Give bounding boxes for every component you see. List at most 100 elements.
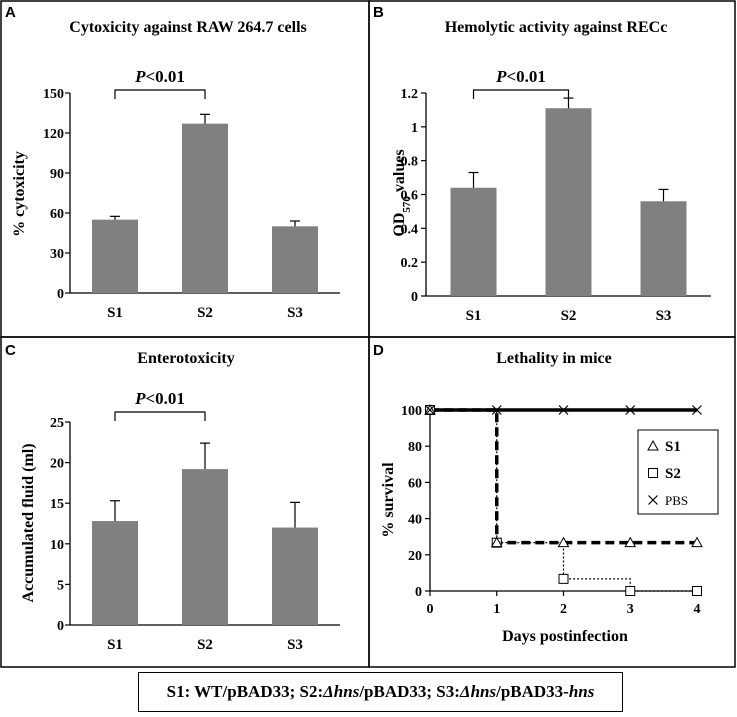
panel-b-ytick-label: 1 bbox=[411, 121, 418, 136]
panel-c-significance-bracket bbox=[114, 411, 206, 421]
panel-a-category-label: S1 bbox=[107, 305, 123, 321]
panel-b-significance-value: <0.01 bbox=[506, 67, 545, 86]
panel-d-title: Lethality in mice bbox=[496, 350, 612, 367]
panel-b-category-label: S3 bbox=[656, 308, 672, 324]
panel-c-ylabel: Accumulated fluid (ml) bbox=[20, 443, 37, 602]
panel-b-bar-s1 bbox=[450, 187, 497, 296]
panel-d-legend-marker-s1 bbox=[647, 439, 659, 451]
panel-a-ytick-label: 150 bbox=[43, 87, 64, 102]
panel-b-ytick-label: 1.2 bbox=[401, 87, 419, 102]
panel-b-ylabel-sub: 570 bbox=[401, 196, 413, 213]
panel-b-ylabel: OD570 values bbox=[391, 149, 413, 236]
panel-b-bar-s2 bbox=[545, 108, 592, 296]
panel-a-ytick-label: 90 bbox=[50, 167, 64, 182]
panel-c-ytick-label: 15 bbox=[50, 497, 64, 512]
panel-d-legend-label-s1: S1 bbox=[665, 439, 681, 455]
panel-a-significance-bracket bbox=[114, 89, 206, 99]
panel-d-line-s1 bbox=[430, 408, 697, 545]
panel-d-xtick-label: 4 bbox=[694, 602, 701, 617]
panel-b-ytick-label: 0.2 bbox=[401, 256, 419, 271]
panel-d-point-s1 bbox=[557, 536, 570, 548]
panel-c-ytick-label: 0 bbox=[57, 619, 64, 634]
panel-b-ytick-label: 0.6 bbox=[401, 189, 419, 204]
panel-a-bars: S1 S2 S3 bbox=[92, 113, 318, 321]
panel-letter-d: D bbox=[373, 342, 384, 359]
panel-b-ytick-label: 0 bbox=[411, 290, 418, 305]
panel-b-significance-bracket bbox=[472, 89, 570, 99]
panel-d-xtick-label: 3 bbox=[627, 602, 634, 617]
panel-d-point-s1 bbox=[490, 536, 503, 548]
panel-d-legend-label-s2: S2 bbox=[665, 466, 681, 482]
panel-c-significance-value: <0.01 bbox=[145, 389, 184, 408]
panel-d-ytick-label: 80 bbox=[408, 440, 422, 455]
panel-b-significance-label: P<0.01 bbox=[495, 67, 546, 86]
panel-c-ytick-label: 20 bbox=[50, 457, 64, 472]
panel-d-point-s2 bbox=[692, 586, 702, 596]
panel-a-significance-label: P<0.01 bbox=[134, 67, 185, 86]
caption-delta-1: Δhns bbox=[323, 682, 360, 701]
caption-part-1: S1: WT/pBAD33; S2: bbox=[166, 682, 324, 701]
panel-a-significance-p: P bbox=[134, 67, 146, 86]
panel-b-chart: Hemolytic activity against RECc OD570 va… bbox=[391, 19, 711, 324]
panel-d-point-pbs bbox=[491, 405, 502, 415]
panel-c-category-label: S2 bbox=[197, 637, 213, 653]
panel-b-ytick-label: 0.8 bbox=[401, 155, 419, 170]
panel-c-category-label: S1 bbox=[107, 637, 123, 653]
caption-delta-2: Δhns bbox=[459, 682, 497, 701]
panel-d-point-s2 bbox=[625, 586, 636, 596]
panel-c-ytick-label: 10 bbox=[50, 538, 64, 553]
panel-a-axes: 0 30 60 90 120 150 bbox=[43, 87, 340, 302]
panel-d-ytick-label: 100 bbox=[401, 404, 422, 419]
panel-a-ylabel: % cytoxicity bbox=[11, 151, 28, 237]
panel-d-legend-label-pbs: PBS bbox=[665, 493, 688, 508]
panel-d-point-s1 bbox=[691, 536, 703, 548]
panel-d-xtick-label: 0 bbox=[427, 602, 434, 617]
panel-b-title: Hemolytic activity against RECc bbox=[445, 19, 668, 36]
panel-letter-c: C bbox=[5, 342, 16, 359]
panel-b-ytick-label: 0.4 bbox=[401, 222, 419, 237]
panel-d-axes: 0 20 40 60 80 100 0 1 2 3 4 bbox=[401, 404, 701, 617]
panel-b-significance: P<0.01 bbox=[472, 67, 570, 99]
panel-c-category-label: S3 bbox=[287, 637, 303, 653]
panel-b-category-label: S2 bbox=[561, 308, 577, 324]
panel-d-lines bbox=[424, 403, 703, 596]
panel-c-ytick-label: 25 bbox=[50, 416, 64, 431]
panel-letter-b: B bbox=[373, 4, 384, 21]
panel-b-ylabel-main: OD bbox=[391, 213, 408, 237]
panel-d-xlabel: Days postinfection bbox=[502, 628, 628, 645]
panel-d-border bbox=[368, 336, 736, 668]
panel-d-point-s1 bbox=[624, 536, 637, 548]
panel-a-bar-s1 bbox=[92, 219, 138, 293]
panel-c-bars: S1 S2 S3 bbox=[92, 442, 318, 653]
panel-c-chart: Enterotoxicity Accumulated fluid (ml) 0 5… bbox=[20, 350, 340, 653]
panel-d-ytick-label: 0 bbox=[415, 585, 422, 600]
figure-caption: S1: WT/pBAD33; S2: Δhns/pBAD33; S3: Δhns… bbox=[138, 672, 623, 712]
panel-b-significance-p: P bbox=[495, 67, 507, 86]
panel-c-title: Enterotoxicity bbox=[137, 350, 234, 367]
panel-c-significance-label: P<0.01 bbox=[134, 389, 185, 408]
panel-d-point-pbs bbox=[692, 405, 702, 415]
figure-canvas: A B C D Cytoxicity against RAW 264.7 cel… bbox=[0, 0, 736, 668]
panel-d-chart: Lethality in mice % survival Days postin… bbox=[380, 350, 719, 645]
panel-a-category-label: S2 bbox=[197, 305, 213, 321]
panel-c-bar-s1 bbox=[92, 521, 138, 625]
panel-d-point-s2 bbox=[558, 573, 569, 584]
panel-d-ytick-label: 40 bbox=[408, 513, 422, 528]
panel-letter-a: A bbox=[5, 4, 16, 21]
panel-a-significance-value: <0.01 bbox=[145, 67, 184, 86]
panel-d-xtick-label: 1 bbox=[493, 602, 500, 617]
panel-d-ytick-label: 60 bbox=[408, 476, 422, 491]
panel-a-ytick-label: 0 bbox=[57, 287, 64, 302]
panel-a-significance: P<0.01 bbox=[114, 67, 206, 99]
panel-b-bar-s3 bbox=[640, 201, 687, 296]
panel-d-ylabel: % survival bbox=[380, 462, 397, 538]
panel-b-ylabel-rest: values bbox=[391, 149, 408, 196]
panel-d-xtick-label: 2 bbox=[560, 602, 567, 617]
panel-c-significance: P<0.01 bbox=[114, 389, 206, 421]
panel-c-ytick-label: 5 bbox=[57, 578, 64, 593]
panel-d-point-pbs bbox=[425, 405, 435, 415]
panel-d-legend-marker-pbs bbox=[648, 495, 658, 505]
panel-d-ytick-label: 20 bbox=[408, 549, 422, 564]
panel-c-bar-s3 bbox=[272, 527, 318, 625]
caption-part-2: /pBAD33; S3: bbox=[359, 682, 460, 701]
